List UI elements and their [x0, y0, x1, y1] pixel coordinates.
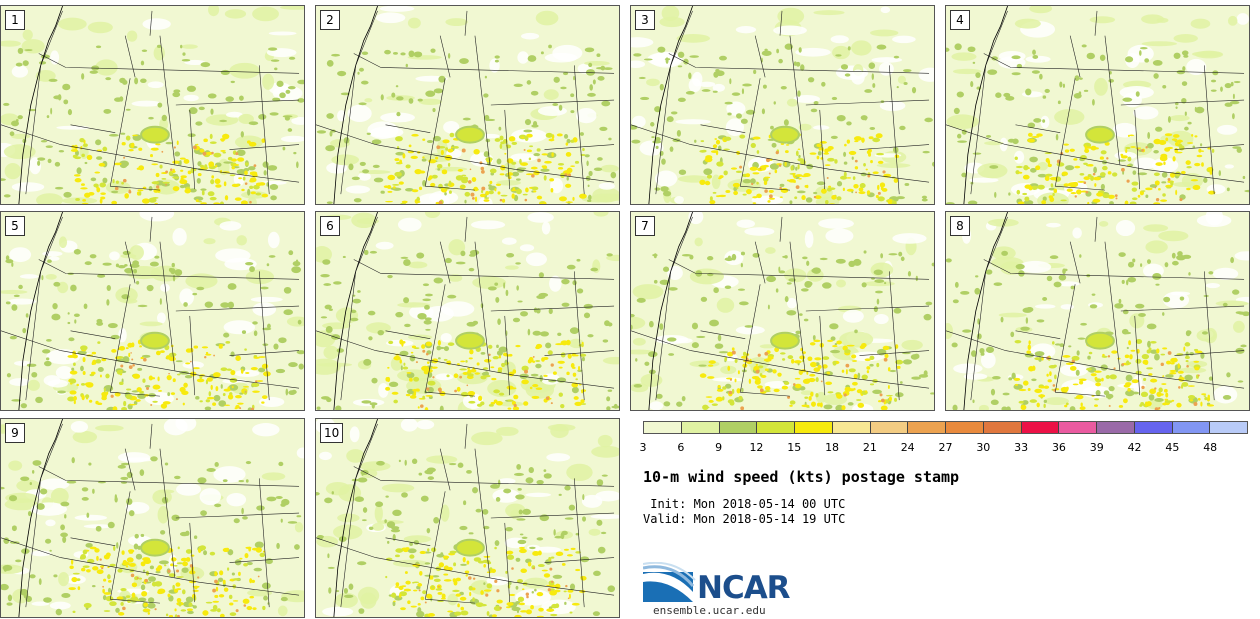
stamp-panel: 2 — [315, 5, 620, 205]
panel-number-label: 2 — [320, 10, 340, 30]
stamp-panel: 4 — [945, 5, 1250, 205]
colorbar-swatch — [1134, 422, 1173, 433]
colorbar-tick-label: 12 — [749, 441, 764, 454]
panel-number-label: 5 — [5, 216, 25, 236]
site-url-text: ensemble.ucar.edu — [653, 604, 766, 617]
colorbar-tick-label: 3 — [639, 441, 647, 454]
wind-speed-map — [946, 6, 1249, 204]
colorbar-swatch — [832, 422, 871, 433]
stamp-panel: 9 — [0, 418, 305, 618]
colorbar-swatch — [870, 422, 909, 433]
stamp-panel: 10 — [315, 418, 620, 618]
colorbar-tick-label: 42 — [1127, 441, 1142, 454]
panel-number-label: 9 — [5, 423, 25, 443]
colorbar-tick-label: 21 — [862, 441, 877, 454]
colorbar-swatch — [719, 422, 758, 433]
wind-speed-map — [1, 6, 304, 204]
wind-speed-map — [946, 212, 1249, 410]
panel-number-label: 10 — [320, 423, 344, 443]
wind-speed-map — [631, 6, 934, 204]
colorbar-swatch — [1172, 422, 1211, 433]
colorbar-tick-label: 36 — [1051, 441, 1066, 454]
init-time-text: Init: Mon 2018-05-14 00 UTC — [643, 497, 846, 511]
colorbar-swatch — [1021, 422, 1060, 433]
stamp-panel: 5 — [0, 211, 305, 411]
colorbar-swatch — [983, 422, 1022, 433]
colorbar-tick-label: 48 — [1203, 441, 1218, 454]
stamp-panel: 6 — [315, 211, 620, 411]
colorbar-swatch — [681, 422, 720, 433]
wind-speed-map — [316, 212, 619, 410]
panel-number-label: 6 — [320, 216, 340, 236]
colorbar-swatch — [1097, 422, 1135, 433]
stamp-panel: 1 — [0, 5, 305, 205]
colorbar-tick-label: 33 — [1014, 441, 1029, 454]
wind-speed-map — [631, 212, 934, 410]
colorbar-swatch — [757, 422, 795, 433]
colorbar-swatch — [908, 422, 946, 433]
colorbar-tick-label: 6 — [677, 441, 685, 454]
colorbar-swatch — [1210, 422, 1247, 433]
valid-time-text: Valid: Mon 2018-05-14 19 UTC — [643, 512, 846, 526]
wind-speed-map — [1, 212, 304, 410]
colorbar-tick-label: 27 — [938, 441, 953, 454]
ncar-logo-icon — [643, 562, 696, 602]
wind-speed-map — [316, 6, 619, 204]
colorbar-tick-label: 30 — [976, 441, 991, 454]
stamp-panel: 7 — [630, 211, 935, 411]
colorbar-swatch — [1059, 422, 1097, 433]
colorbar-tick-label: 15 — [787, 441, 802, 454]
colorbar-tick-label: 18 — [825, 441, 840, 454]
stamp-panel: 8 — [945, 211, 1250, 411]
wind-speed-map — [1, 419, 304, 617]
colorbar-swatch — [644, 422, 682, 433]
panel-number-label: 7 — [635, 216, 655, 236]
colorbar-tick-label: 24 — [900, 441, 915, 454]
colorbar-tick-label: 45 — [1165, 441, 1180, 454]
logo-wordmark: NCAR — [697, 570, 791, 606]
chart-title: 10-m wind speed (kts) postage stamp — [643, 468, 960, 486]
colorbar-swatch — [795, 422, 833, 433]
panel-number-label: 1 — [5, 10, 25, 30]
wind-speed-colorbar — [643, 421, 1248, 434]
panel-number-label: 3 — [635, 10, 655, 30]
stamp-panel: 3 — [630, 5, 935, 205]
panel-number-label: 4 — [950, 10, 970, 30]
colorbar-swatch — [946, 422, 984, 433]
wind-speed-map — [316, 419, 619, 617]
panel-number-label: 8 — [950, 216, 970, 236]
colorbar-tick-label: 9 — [715, 441, 723, 454]
colorbar-tick-label: 39 — [1089, 441, 1104, 454]
